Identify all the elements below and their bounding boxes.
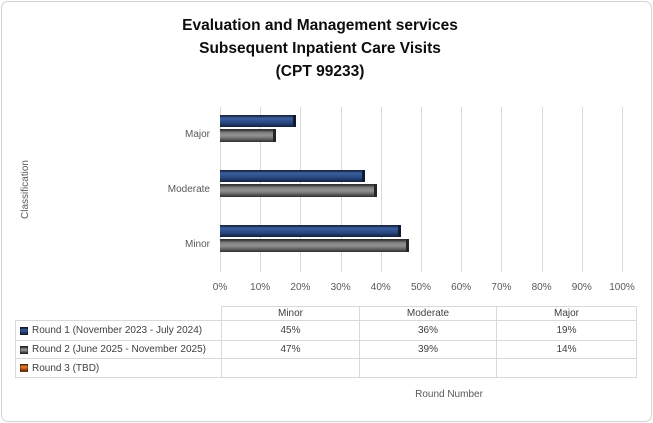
bar-minor-series2 xyxy=(220,239,409,252)
gridline xyxy=(501,107,503,272)
x-tick-label: 10% xyxy=(250,282,271,293)
table-value-cell xyxy=(497,359,637,378)
x-axis-title: Round Number xyxy=(415,389,483,400)
x-tick-label: 60% xyxy=(451,282,472,293)
series-name: Round 2 (June 2025 - November 2025) xyxy=(32,344,206,355)
legend-swatch-round3 xyxy=(20,364,28,372)
category-axis-labels: Major Moderate Minor xyxy=(130,107,210,272)
gridline xyxy=(421,107,422,272)
y-axis-title-text: Classification xyxy=(19,160,31,219)
x-tick-label: 50% xyxy=(410,282,432,293)
series-name: Round 3 (TBD) xyxy=(32,362,100,374)
band-moderate xyxy=(220,162,622,217)
table-value-cell: 36% xyxy=(360,321,497,341)
table-value-cell: 45% xyxy=(222,321,360,341)
x-tick-label: 20% xyxy=(290,282,311,293)
x-tick-label: 30% xyxy=(330,282,351,293)
table-value-cell: 47% xyxy=(222,341,360,359)
y-axis-title: Classification xyxy=(12,107,38,272)
series-name: Round 1 (November 2023 - July 2024) xyxy=(32,325,203,336)
gridline xyxy=(541,107,543,272)
gridline xyxy=(380,107,382,272)
x-tick-label: 0% xyxy=(212,282,228,293)
table-series-label-cell: Round 2 (June 2025 - November 2025) xyxy=(15,341,222,359)
bar-minor-series1 xyxy=(220,225,401,237)
bar-moderate-series2 xyxy=(220,184,377,197)
chart-title: Evaluation and Management services Subse… xyxy=(182,17,458,80)
table-value-cell: 19% xyxy=(497,321,637,341)
table-value-cell xyxy=(360,359,497,378)
gridline xyxy=(622,107,623,272)
table-header-cell: Minor xyxy=(222,306,360,321)
plot-area xyxy=(220,107,623,272)
table-value-cell: 39% xyxy=(360,341,497,359)
category-label-minor: Minor xyxy=(184,239,210,250)
legend-swatch-round1 xyxy=(20,326,28,335)
table-series-label-cell: Round 3 (TBD) xyxy=(15,359,222,378)
category-label-moderate: Moderate xyxy=(167,184,210,195)
table-header-cell: Moderate xyxy=(360,306,497,321)
table-corner-cell xyxy=(15,306,222,321)
x-tick-label: 90% xyxy=(571,282,592,293)
gridline xyxy=(461,107,463,272)
x-axis-tick-labels: 0% 10% 20% 30% 40% 50% 60% 70% 80% 90% 100% xyxy=(213,282,635,294)
band-major xyxy=(220,107,622,162)
table-series-label-cell: Round 1 (November 2023 - July 2024) xyxy=(15,321,222,341)
band-minor xyxy=(220,217,622,272)
bar-major-series1 xyxy=(220,115,297,127)
table-value-cell xyxy=(222,359,360,378)
x-tick-label: 100% xyxy=(609,282,635,293)
table-value-cell: 14% xyxy=(497,341,637,359)
legend-swatch-round2 xyxy=(20,345,28,354)
bar-major-series2 xyxy=(220,129,277,142)
bar-bands xyxy=(220,107,622,272)
category-label-major: Major xyxy=(184,129,210,140)
x-tick-label: 70% xyxy=(491,282,512,293)
x-tick-label: 80% xyxy=(531,282,552,293)
bar-moderate-series1 xyxy=(220,170,365,182)
x-tick-label: 40% xyxy=(370,282,391,293)
data-table: Minor Moderate Major Round 1 (November 2023… xyxy=(15,306,637,378)
table-header-cell: Major xyxy=(497,306,637,321)
gridline xyxy=(581,107,583,272)
